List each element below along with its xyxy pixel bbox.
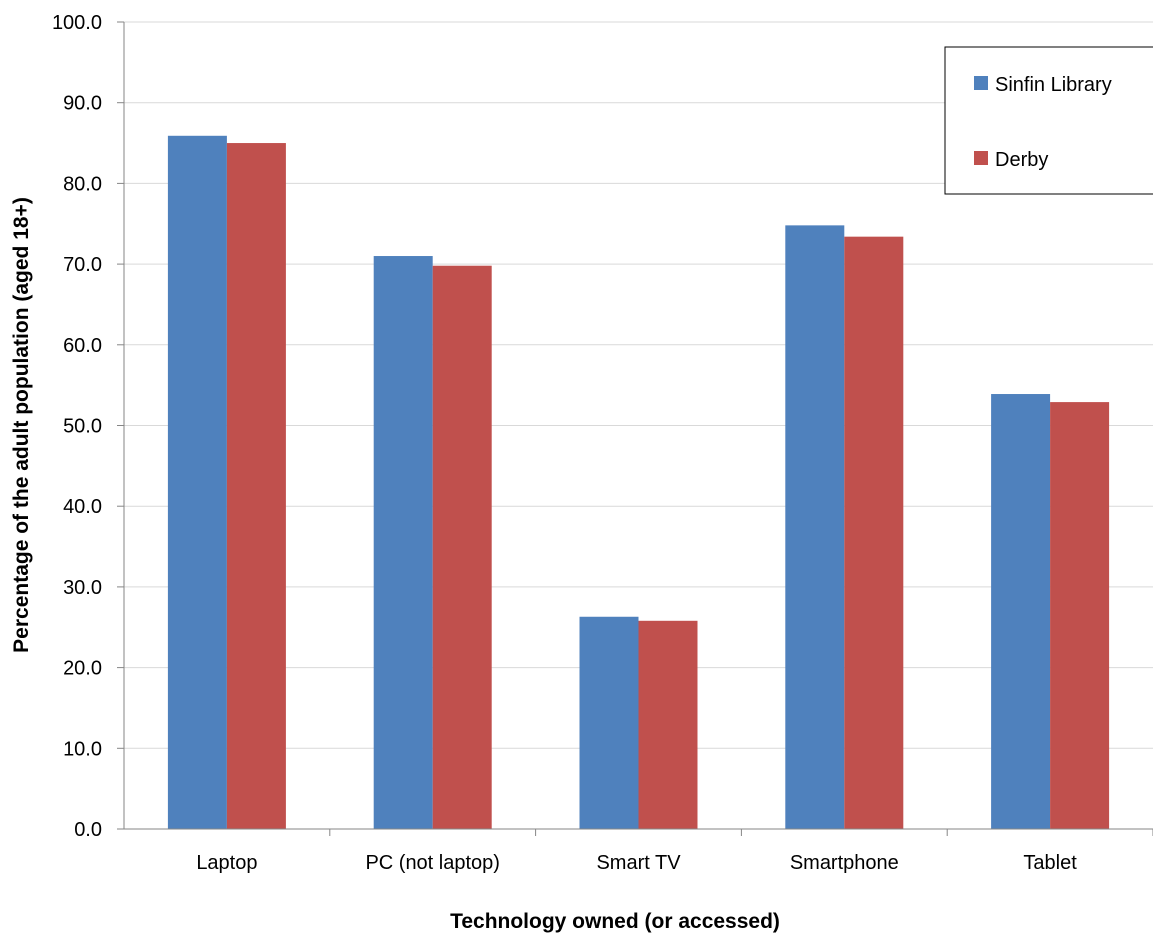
y-axis-title: Percentage of the adult population (aged… bbox=[10, 197, 33, 653]
y-tick-label: 70.0 bbox=[63, 254, 102, 276]
y-tick-labels: 0.0 10.0 20.0 30.0 40.0 50.0 60.0 70.0 80.0 90.0 1… bbox=[52, 12, 124, 841]
bar-sinfin-library bbox=[991, 394, 1051, 829]
bar-derby bbox=[638, 620, 698, 829]
bar-sinfin-library bbox=[373, 256, 433, 829]
x-tick-label: PC (not laptop) bbox=[365, 852, 500, 874]
y-tick-label: 0.0 bbox=[74, 819, 102, 841]
legend: Sinfin Library Derby bbox=[944, 46, 1153, 195]
bar-sinfin-library bbox=[579, 616, 639, 829]
y-tick-label: 10.0 bbox=[63, 738, 102, 760]
x-tick-label: Smartphone bbox=[790, 852, 899, 874]
bar-derby bbox=[432, 265, 492, 829]
y-tick-label: 60.0 bbox=[63, 335, 102, 357]
bar-sinfin-library bbox=[167, 135, 227, 830]
bar-derby bbox=[1050, 402, 1110, 829]
y-tick-label: 40.0 bbox=[63, 496, 102, 518]
legend-box bbox=[944, 46, 1153, 195]
legend-label-derby: Derby bbox=[995, 149, 1048, 171]
y-tick-label: 90.0 bbox=[63, 93, 102, 115]
bar-derby bbox=[226, 143, 286, 830]
y-tick-label: 50.0 bbox=[63, 416, 102, 438]
gridlines bbox=[124, 21, 1153, 749]
x-axis-title: Technology owned (or accessed) bbox=[450, 910, 780, 933]
x-tick-label: Laptop bbox=[196, 852, 257, 874]
legend-swatch-derby bbox=[974, 151, 988, 165]
y-tick-label: 80.0 bbox=[63, 173, 102, 195]
bars bbox=[167, 135, 1110, 830]
x-tick-label: Smart TV bbox=[596, 852, 681, 874]
y-tick-label: 100.0 bbox=[52, 12, 102, 34]
bar-sinfin-library bbox=[785, 225, 845, 829]
y-tick-label: 30.0 bbox=[63, 577, 102, 599]
legend-swatch-sinfin-library bbox=[974, 76, 988, 90]
x-tick-label: Tablet bbox=[1023, 852, 1077, 874]
legend-label-sinfin-library: Sinfin Library bbox=[995, 74, 1112, 96]
y-tick-label: 20.0 bbox=[63, 658, 102, 680]
x-tick-labels: Laptop PC (not laptop) Smart TV Smartphone T… bbox=[196, 829, 1153, 874]
bar-derby bbox=[844, 236, 904, 830]
